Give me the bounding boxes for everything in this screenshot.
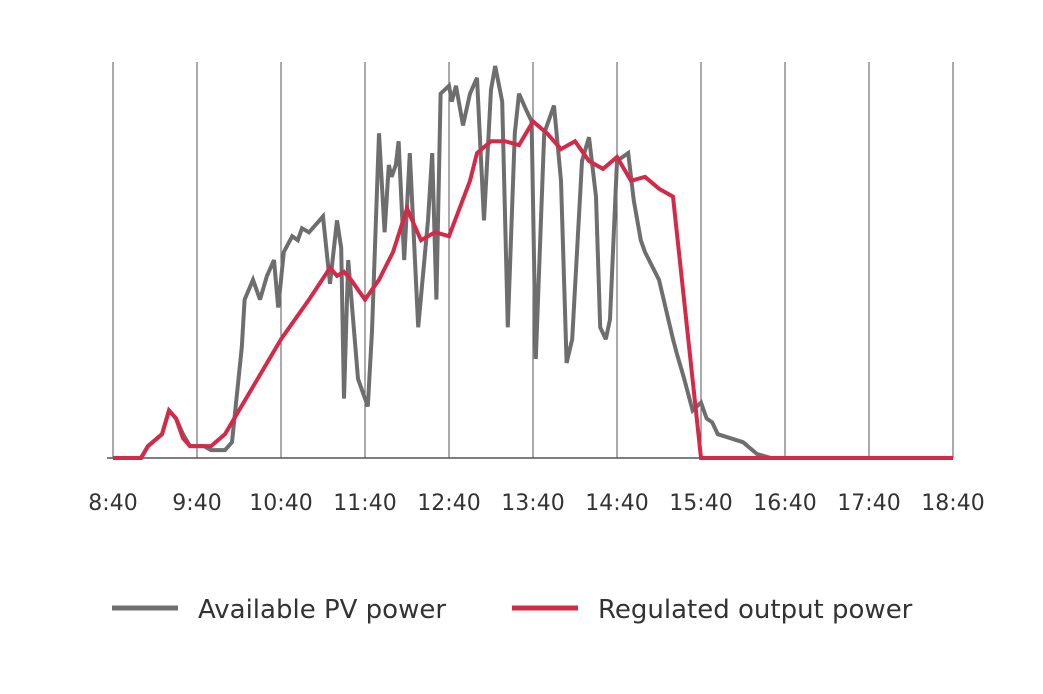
x-tick-label: 18:40 xyxy=(921,491,984,516)
series-line-available-pv xyxy=(113,65,953,460)
x-tick-label: 17:40 xyxy=(837,491,900,516)
x-tick-label: 16:40 xyxy=(753,491,816,516)
x-tick-label: 8:40 xyxy=(88,491,137,516)
x-tick-label: 10:40 xyxy=(249,491,312,516)
x-tick-label: 13:40 xyxy=(501,491,564,516)
x-tick-label: 14:40 xyxy=(585,491,648,516)
x-tick-label: 11:40 xyxy=(333,491,396,516)
x-tick-label: 15:40 xyxy=(669,491,732,516)
x-tick-labels: 8:40 9:40 10:40 11:40 12:40 13:40 14:40 15:40 16… xyxy=(88,491,984,516)
series-line-regulated-output xyxy=(113,118,953,460)
legend: Available PV power Regulated output powe… xyxy=(112,595,913,625)
legend-label-regulated-output: Regulated output power xyxy=(598,595,913,625)
x-tick-label: 9:40 xyxy=(172,491,221,516)
legend-label-available-pv: Available PV power xyxy=(198,595,446,625)
series-layer xyxy=(113,65,953,460)
x-tick-label: 12:40 xyxy=(417,491,480,516)
